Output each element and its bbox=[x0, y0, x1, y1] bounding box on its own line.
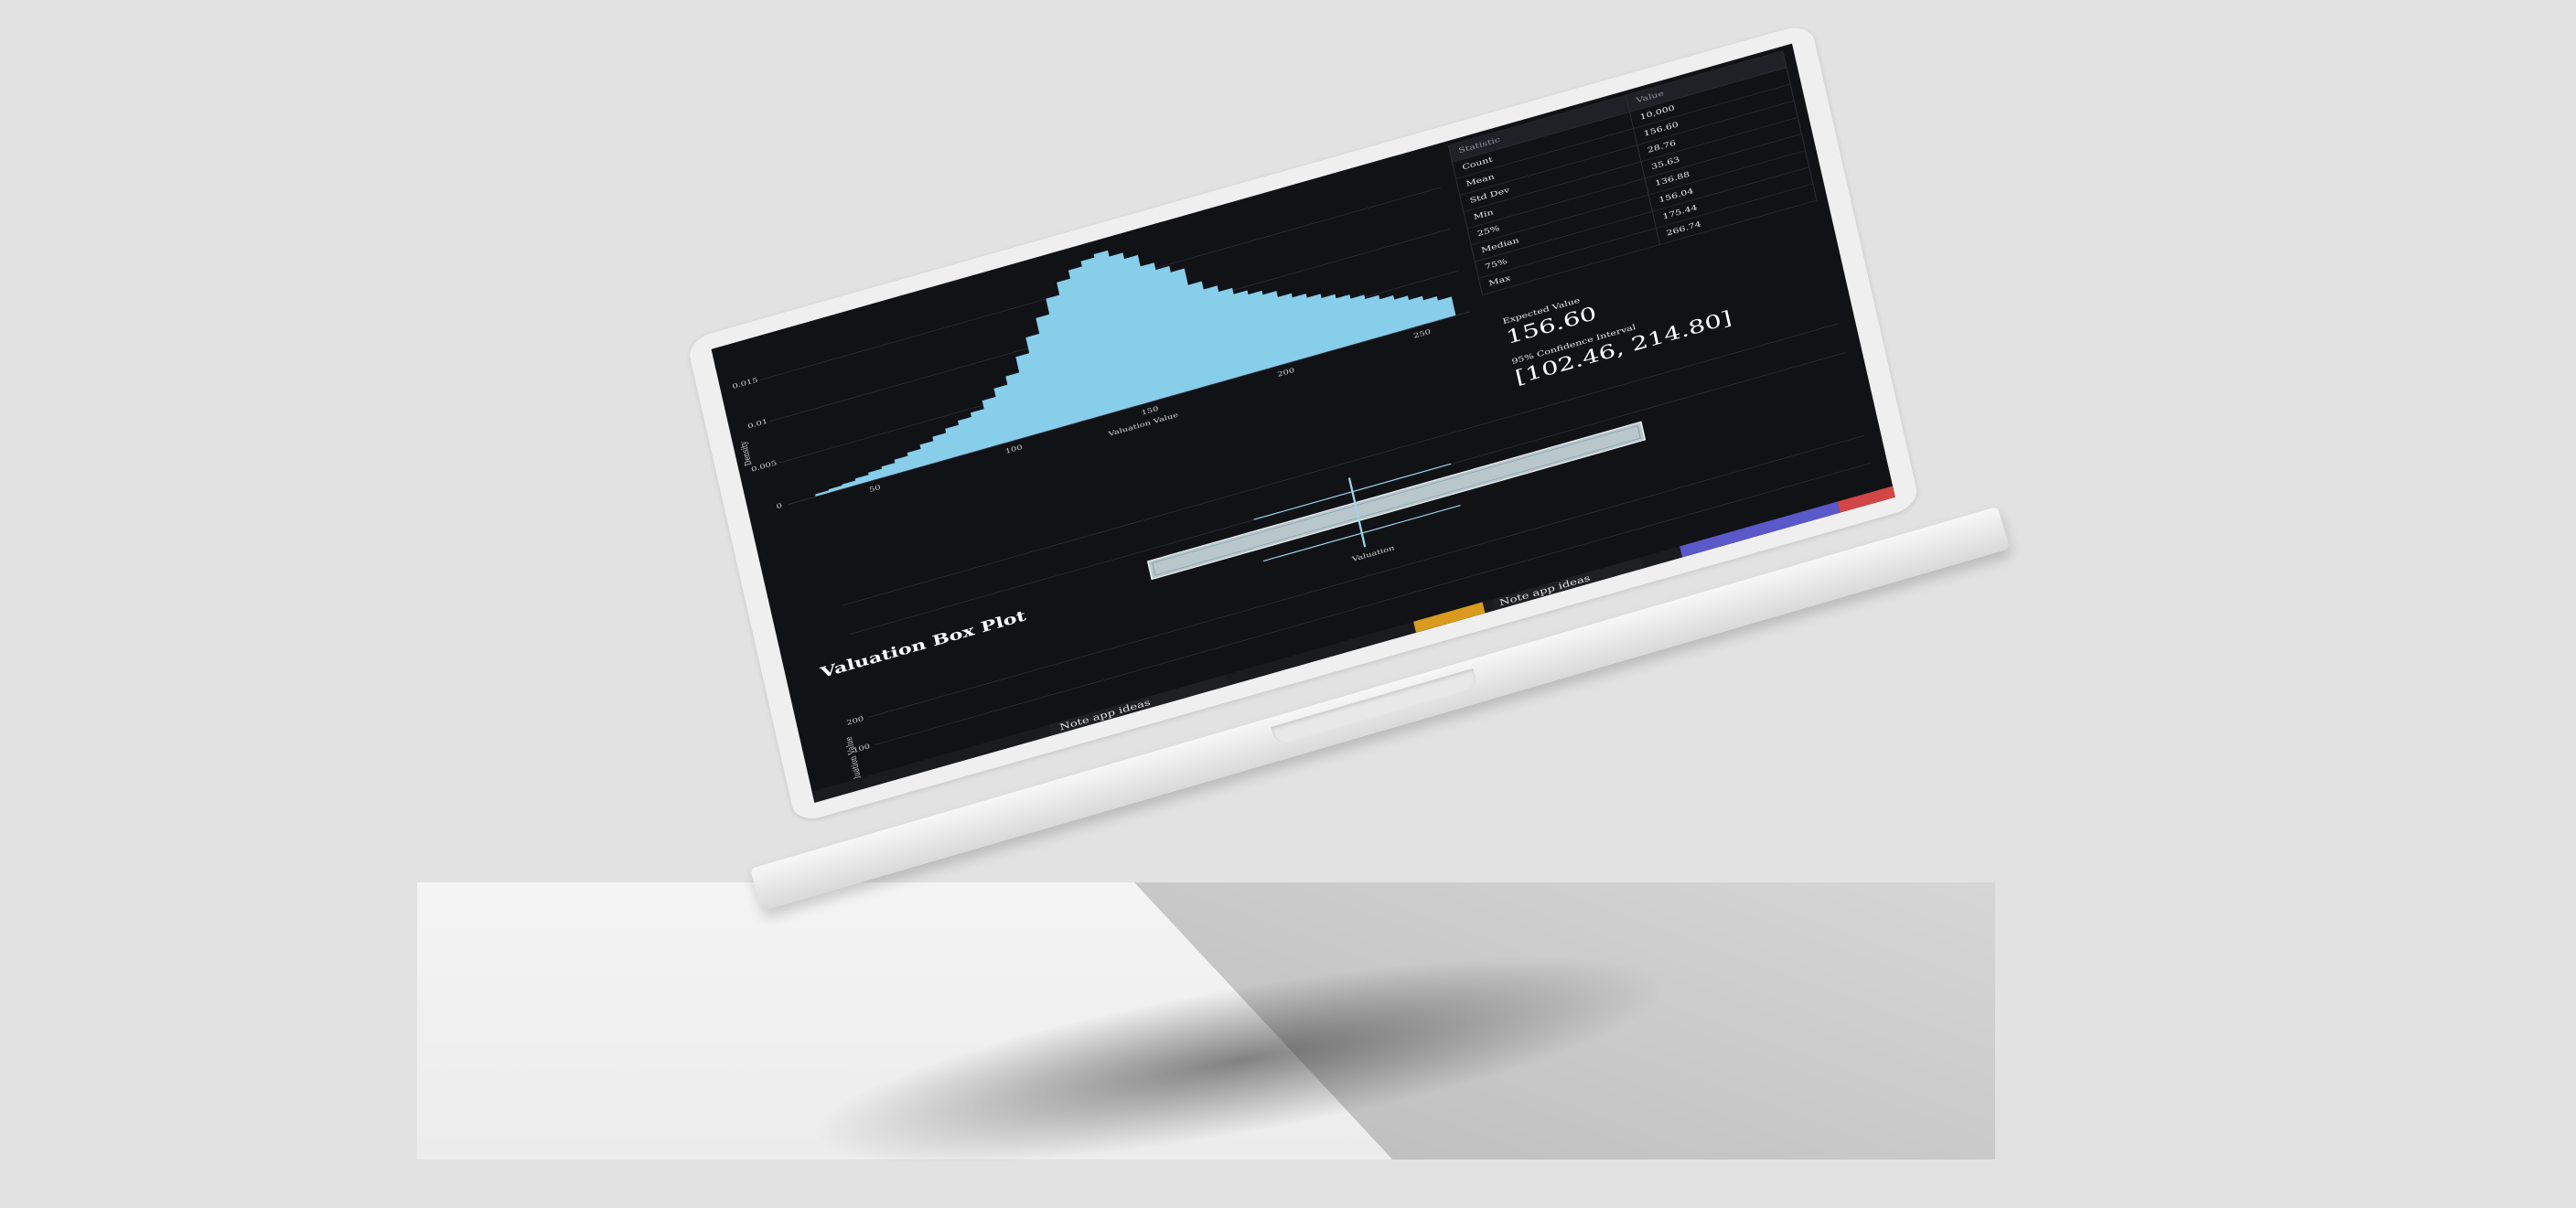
histogram-bar bbox=[1170, 268, 1211, 389]
histogram-panel: 0.015 0.01 0.005 0 Density 50 100 150 20… bbox=[712, 44, 1792, 511]
histogram-bar bbox=[1187, 281, 1225, 385]
histogram-bar bbox=[1408, 295, 1429, 327]
histogram-bar bbox=[1025, 333, 1061, 432]
histogram-bar bbox=[1261, 291, 1293, 366]
box-inner bbox=[1152, 425, 1641, 576]
histogram-bar bbox=[1349, 294, 1375, 343]
histogram-bar bbox=[1379, 295, 1401, 335]
histogram-bar bbox=[1036, 314, 1075, 427]
app-screen: 0.015 0.01 0.005 0 Density 50 100 150 20… bbox=[711, 43, 1895, 803]
histogram-bar bbox=[907, 448, 926, 470]
histogram-bar bbox=[1292, 294, 1320, 358]
histogram-bar bbox=[1093, 250, 1143, 408]
histogram-bar bbox=[815, 490, 831, 497]
boxplot-panel: Valuation Box Plot Valuation Valuation V… bbox=[712, 44, 1872, 787]
histogram-bar bbox=[1015, 352, 1048, 435]
histogram-bar bbox=[1080, 257, 1130, 412]
histogram-bar bbox=[1364, 294, 1389, 339]
histogram-bar bbox=[982, 396, 1007, 447]
histogram-bar bbox=[894, 455, 912, 474]
histogram-bar bbox=[868, 468, 885, 481]
histogram-bar bbox=[1203, 285, 1239, 381]
histogram-bar bbox=[1005, 372, 1035, 439]
histogram-bar bbox=[1321, 294, 1347, 350]
histogram-bar bbox=[828, 485, 843, 493]
histogram-bar bbox=[1437, 296, 1456, 320]
histogram-bar bbox=[1306, 294, 1334, 355]
histogram-bar bbox=[1335, 294, 1361, 347]
histogram-bar bbox=[1046, 294, 1089, 423]
histogram-bar bbox=[1140, 262, 1184, 397]
histogram-bar bbox=[993, 384, 1021, 443]
median-line bbox=[1347, 477, 1367, 548]
histogram-bar bbox=[1218, 287, 1252, 378]
histogram-svg bbox=[815, 250, 1456, 497]
histogram-bar bbox=[932, 433, 952, 462]
laptop-lid: 0.015 0.01 0.005 0 Density 50 100 150 20… bbox=[686, 22, 1921, 825]
histogram-bar bbox=[970, 409, 993, 451]
histogram-bar bbox=[919, 441, 939, 466]
histogram-bar bbox=[854, 474, 871, 486]
histogram-bar bbox=[1109, 252, 1157, 404]
histogram-bar bbox=[1247, 290, 1279, 369]
histogram-bar bbox=[881, 462, 898, 477]
histogram-bar bbox=[1154, 265, 1197, 393]
histogram-bar bbox=[1422, 296, 1443, 324]
histogram-bar bbox=[1123, 254, 1170, 401]
histogram-bar bbox=[842, 480, 857, 489]
box-iqr bbox=[1146, 421, 1647, 581]
histogram-bar bbox=[1057, 278, 1102, 420]
histogram-bar bbox=[958, 416, 980, 454]
histogram-bar bbox=[1233, 290, 1266, 374]
boxplot-svg bbox=[1146, 421, 1647, 581]
histogram-bar bbox=[1068, 266, 1116, 416]
histogram-bar bbox=[1277, 293, 1306, 362]
